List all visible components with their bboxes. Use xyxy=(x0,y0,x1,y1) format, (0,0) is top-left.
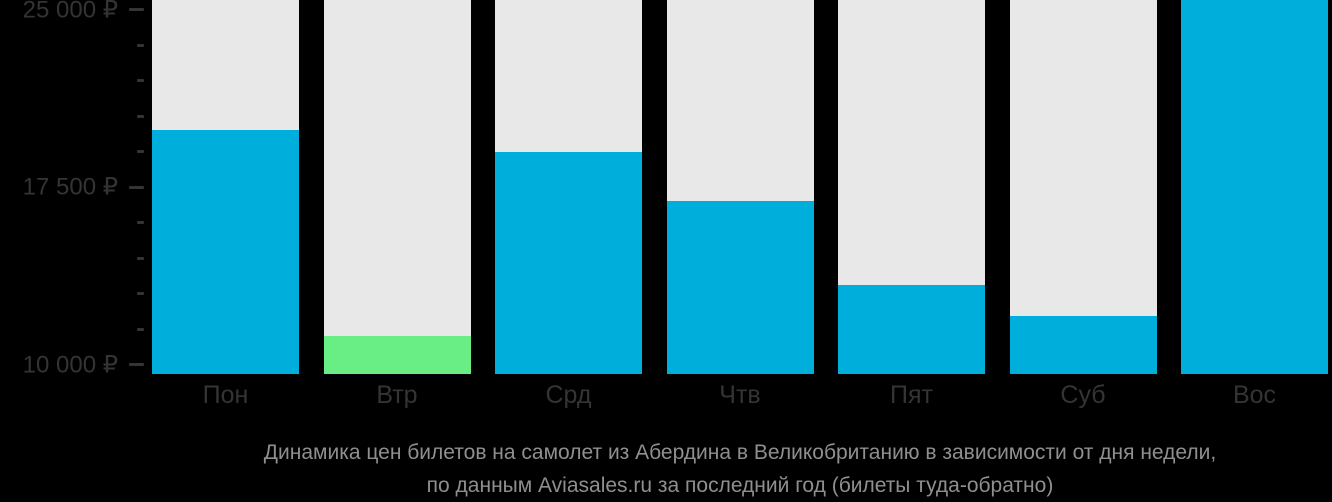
y-axis-major-tick xyxy=(129,363,144,366)
y-axis-minor-tick xyxy=(137,43,144,47)
y-axis-tick-label: 25 000 ₽ xyxy=(22,0,118,23)
x-tick-label-wed: Срд xyxy=(545,381,592,409)
bar-column-wed xyxy=(495,0,642,374)
price-bar xyxy=(838,285,985,374)
y-axis: 25 000 ₽ 17 500 ₽ 10 000 ₽ xyxy=(0,0,152,378)
y-axis-major-tick xyxy=(129,185,144,189)
y-axis-minor-tick xyxy=(137,150,144,153)
plot-area xyxy=(152,0,1328,374)
y-axis-tick-label: 17 500 ₽ xyxy=(22,173,118,201)
bar-column-fri xyxy=(838,0,985,374)
x-tick-label-fri: Пят xyxy=(890,381,933,409)
chart-caption: Динамика цен билетов на самолет из Аберд… xyxy=(152,436,1328,502)
chart-title: Динамика цен билетов на самолет из Аберд… xyxy=(263,441,1217,464)
y-axis-minor-tick xyxy=(137,114,144,118)
x-tick-label-tue: Втр xyxy=(376,381,418,409)
price-bar xyxy=(152,130,299,374)
bar-column-tue xyxy=(323,0,471,374)
x-tick-label-sat: Суб xyxy=(1060,381,1106,409)
price-bar xyxy=(1181,0,1328,374)
price-bar xyxy=(323,336,471,374)
x-axis: Пон Втр Срд Чтв Пят Суб Вос xyxy=(152,381,1328,410)
x-tick-label-thu: Чтв xyxy=(719,381,761,409)
x-tick-label-sun: Вос xyxy=(1232,381,1277,409)
y-axis-major-tick xyxy=(129,8,144,11)
y-axis-minor-tick xyxy=(137,221,144,224)
y-axis-tick-label: 10 000 ₽ xyxy=(22,351,118,378)
bar-column-sat xyxy=(1009,0,1157,374)
bar-column-thu xyxy=(666,0,814,374)
y-axis-minor-tick xyxy=(137,292,144,295)
y-axis-minor-tick xyxy=(137,79,144,82)
x-tick-label-mon: Пон xyxy=(202,381,249,409)
price-bar xyxy=(666,201,814,374)
bar-column-sun xyxy=(1181,0,1328,374)
price-bar xyxy=(1009,316,1157,374)
y-axis-minor-tick xyxy=(137,327,144,331)
y-axis-minor-tick xyxy=(137,256,144,260)
price-bar xyxy=(495,151,642,374)
bar-column-mon xyxy=(152,0,299,374)
chart-subtitle: по данным Aviasales.ru за последний год … xyxy=(426,474,1054,497)
